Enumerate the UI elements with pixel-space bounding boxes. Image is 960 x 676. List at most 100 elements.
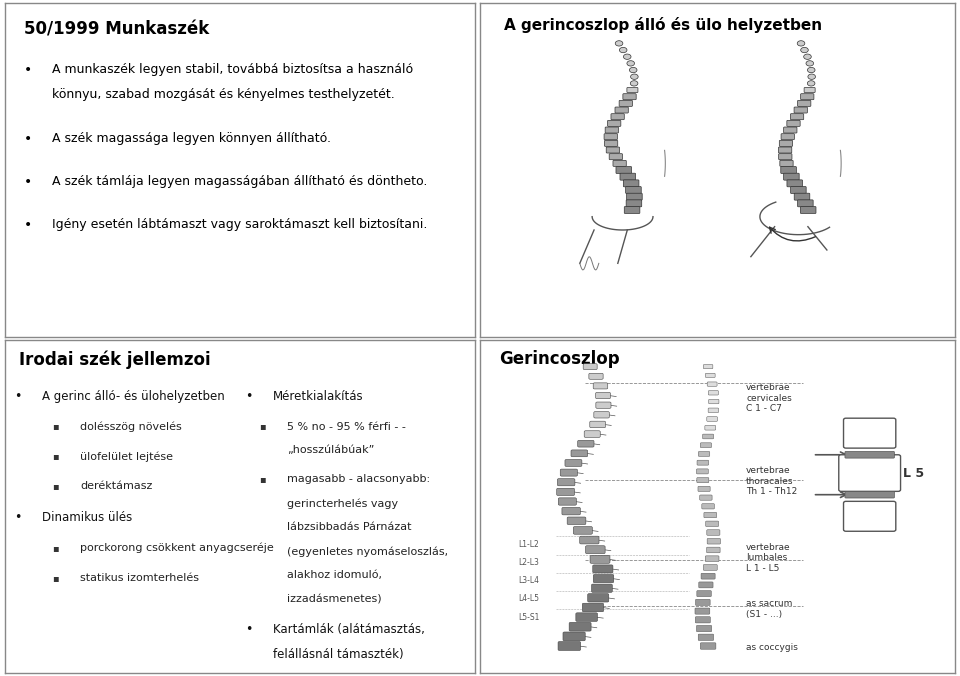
FancyBboxPatch shape bbox=[580, 536, 599, 544]
Text: ▪: ▪ bbox=[52, 573, 59, 583]
FancyBboxPatch shape bbox=[700, 495, 712, 500]
FancyBboxPatch shape bbox=[844, 502, 896, 531]
FancyBboxPatch shape bbox=[695, 617, 710, 623]
FancyBboxPatch shape bbox=[844, 418, 896, 448]
FancyBboxPatch shape bbox=[565, 460, 582, 466]
Text: felállásnál támaszték): felállásnál támaszték) bbox=[273, 648, 403, 661]
FancyBboxPatch shape bbox=[779, 153, 792, 160]
Text: ▪: ▪ bbox=[52, 481, 59, 491]
Text: as coccygis: as coccygis bbox=[746, 643, 798, 652]
Circle shape bbox=[807, 80, 815, 86]
FancyBboxPatch shape bbox=[590, 555, 610, 563]
FancyBboxPatch shape bbox=[583, 364, 597, 370]
FancyBboxPatch shape bbox=[704, 564, 717, 571]
FancyBboxPatch shape bbox=[627, 193, 642, 200]
FancyBboxPatch shape bbox=[623, 94, 636, 99]
Text: •: • bbox=[24, 218, 32, 233]
Text: alakhoz idomuló,: alakhoz idomuló, bbox=[287, 570, 382, 580]
FancyBboxPatch shape bbox=[615, 107, 628, 113]
FancyBboxPatch shape bbox=[706, 556, 719, 562]
Text: deréktámasz: deréktámasz bbox=[80, 481, 153, 491]
Text: L2-L3: L2-L3 bbox=[518, 558, 539, 567]
FancyBboxPatch shape bbox=[613, 160, 626, 166]
FancyBboxPatch shape bbox=[561, 469, 578, 476]
FancyBboxPatch shape bbox=[585, 431, 600, 437]
Text: •: • bbox=[24, 64, 32, 77]
FancyBboxPatch shape bbox=[707, 547, 720, 553]
FancyBboxPatch shape bbox=[586, 546, 605, 554]
Text: L4-L5: L4-L5 bbox=[518, 594, 539, 604]
FancyBboxPatch shape bbox=[624, 207, 640, 214]
FancyBboxPatch shape bbox=[794, 193, 810, 200]
FancyBboxPatch shape bbox=[558, 642, 581, 650]
FancyBboxPatch shape bbox=[608, 120, 621, 126]
FancyBboxPatch shape bbox=[704, 364, 713, 368]
Text: izzadásmenetes): izzadásmenetes) bbox=[287, 594, 382, 604]
FancyBboxPatch shape bbox=[707, 530, 720, 535]
FancyBboxPatch shape bbox=[562, 508, 581, 515]
FancyBboxPatch shape bbox=[588, 594, 609, 602]
Circle shape bbox=[623, 54, 631, 59]
FancyBboxPatch shape bbox=[801, 207, 816, 214]
FancyBboxPatch shape bbox=[606, 147, 619, 153]
Text: vertebrae
thoracales
Th 1 - Th12: vertebrae thoracales Th 1 - Th12 bbox=[746, 466, 798, 496]
Text: Gerincoszlop: Gerincoszlop bbox=[499, 350, 619, 368]
FancyBboxPatch shape bbox=[780, 141, 793, 146]
FancyBboxPatch shape bbox=[845, 491, 895, 498]
FancyBboxPatch shape bbox=[592, 565, 612, 573]
FancyBboxPatch shape bbox=[563, 632, 586, 641]
Text: Igény esetén lábtámaszt vagy saroktámaszt kell biztosítani.: Igény esetén lábtámaszt vagy saroktámasz… bbox=[52, 218, 427, 231]
FancyBboxPatch shape bbox=[706, 373, 715, 377]
FancyBboxPatch shape bbox=[578, 440, 594, 447]
Text: A gerincoszlop álló és ülo helyzetben: A gerincoszlop álló és ülo helyzetben bbox=[504, 17, 822, 32]
FancyBboxPatch shape bbox=[627, 87, 638, 93]
FancyBboxPatch shape bbox=[697, 478, 708, 483]
Text: •: • bbox=[24, 175, 32, 189]
Text: L 5: L 5 bbox=[903, 466, 924, 479]
FancyBboxPatch shape bbox=[695, 600, 710, 606]
FancyBboxPatch shape bbox=[605, 141, 617, 146]
Circle shape bbox=[801, 47, 808, 53]
Text: magasabb - alacsonyabb:: magasabb - alacsonyabb: bbox=[287, 475, 430, 485]
FancyBboxPatch shape bbox=[695, 608, 709, 614]
FancyBboxPatch shape bbox=[558, 479, 575, 486]
Text: 5 % no - 95 % férfi - -: 5 % no - 95 % férfi - - bbox=[287, 422, 406, 431]
Text: gerincterhelés vagy: gerincterhelés vagy bbox=[287, 498, 398, 509]
Circle shape bbox=[804, 54, 811, 59]
Text: L1-L2: L1-L2 bbox=[518, 539, 539, 549]
FancyBboxPatch shape bbox=[595, 393, 611, 399]
Text: ▪: ▪ bbox=[259, 475, 266, 485]
FancyBboxPatch shape bbox=[804, 87, 815, 93]
FancyBboxPatch shape bbox=[780, 166, 797, 174]
FancyBboxPatch shape bbox=[780, 160, 793, 166]
Text: statikus izomterhelés: statikus izomterhelés bbox=[80, 573, 199, 583]
FancyBboxPatch shape bbox=[596, 402, 611, 408]
FancyBboxPatch shape bbox=[588, 373, 603, 379]
FancyBboxPatch shape bbox=[589, 421, 606, 428]
FancyBboxPatch shape bbox=[583, 603, 604, 612]
FancyBboxPatch shape bbox=[706, 521, 719, 527]
FancyBboxPatch shape bbox=[620, 173, 636, 180]
FancyBboxPatch shape bbox=[708, 539, 720, 544]
FancyBboxPatch shape bbox=[787, 180, 803, 187]
Circle shape bbox=[631, 74, 638, 79]
FancyBboxPatch shape bbox=[697, 591, 711, 597]
FancyBboxPatch shape bbox=[593, 383, 608, 389]
Text: ▪: ▪ bbox=[52, 452, 59, 462]
FancyBboxPatch shape bbox=[697, 469, 708, 474]
Circle shape bbox=[615, 41, 623, 46]
FancyBboxPatch shape bbox=[573, 527, 592, 534]
FancyBboxPatch shape bbox=[798, 200, 813, 207]
Text: Kartámlák (alátámasztás,: Kartámlák (alátámasztás, bbox=[273, 623, 425, 636]
FancyBboxPatch shape bbox=[626, 200, 641, 207]
FancyBboxPatch shape bbox=[567, 517, 586, 525]
Text: vertebrae
lumbales
L 1 - L5: vertebrae lumbales L 1 - L5 bbox=[746, 543, 791, 573]
Text: ▪: ▪ bbox=[259, 422, 266, 431]
Text: ▪: ▪ bbox=[52, 422, 59, 431]
FancyBboxPatch shape bbox=[779, 147, 792, 153]
FancyBboxPatch shape bbox=[698, 486, 710, 491]
FancyBboxPatch shape bbox=[781, 134, 794, 140]
FancyBboxPatch shape bbox=[783, 173, 799, 180]
Text: porckorong csökkent anyagcseréje: porckorong csökkent anyagcseréje bbox=[80, 543, 274, 554]
Text: •: • bbox=[245, 623, 252, 636]
